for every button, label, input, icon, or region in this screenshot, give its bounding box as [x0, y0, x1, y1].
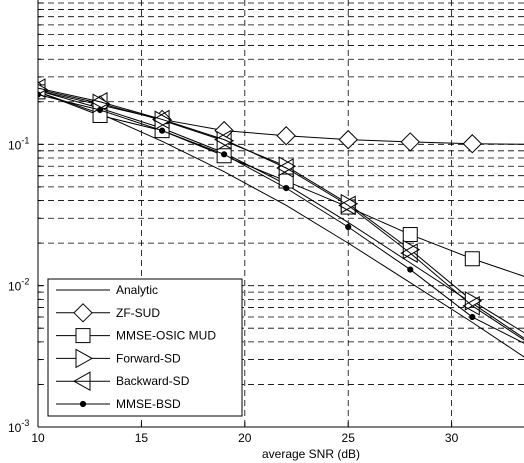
y-tick-exponent: -1: [21, 135, 29, 145]
y-tick-base: 10: [8, 138, 22, 152]
y-tick-exponent: -3: [21, 418, 29, 428]
legend-label: ZF-SUD: [116, 306, 160, 320]
legend-box: [47, 278, 243, 417]
data-point: [407, 266, 414, 273]
data-point: [152, 109, 170, 130]
data-point: [338, 195, 356, 216]
data-point: [345, 223, 352, 231]
legend-label: MMSE-OSIC MUD: [116, 329, 216, 343]
x-tick-label: 20: [238, 431, 252, 445]
legend-marker: [75, 348, 94, 369]
series-layer: [38, 78, 524, 358]
data-point: [276, 158, 294, 178]
data-point: [38, 78, 46, 98]
legend-label: Analytic: [116, 283, 158, 297]
data-point: [464, 291, 483, 311]
series-line: [38, 91, 524, 358]
data-point: [276, 126, 296, 146]
legend-label: Forward-SD: [116, 351, 181, 365]
x-tick-label: 15: [135, 431, 149, 445]
legend-entry: ZF-SUD: [56, 303, 160, 323]
data-point: [96, 106, 104, 114]
legend-marker: [72, 371, 91, 392]
x-tick-label: 25: [342, 431, 356, 445]
data-point: [462, 134, 483, 154]
y-tick-label: 10-3: [8, 418, 29, 435]
data-point: [462, 295, 480, 316]
data-point: [90, 91, 108, 112]
data-point: [464, 251, 480, 267]
data-point: [214, 129, 232, 150]
y-tick-base: 10: [8, 280, 22, 294]
data-point: [338, 129, 358, 150]
data-point: [278, 156, 297, 177]
x-tick-label: 30: [445, 431, 459, 445]
x-tick-label: 10: [31, 431, 45, 445]
data-point: [400, 243, 418, 263]
legend-marker: [75, 328, 91, 344]
x-axis-label: average SNR (dB): [262, 447, 360, 461]
y-tick-label: 10-2: [8, 277, 29, 294]
data-point: [402, 227, 418, 243]
data-point: [400, 132, 420, 152]
series-5: [38, 78, 524, 341]
series-line: [38, 87, 524, 341]
data-point: [158, 127, 166, 134]
data-point: [469, 313, 476, 321]
legend-entry: MMSE-OSIC MUD: [56, 328, 216, 344]
data-point: [221, 151, 228, 158]
legend-marker: [73, 303, 93, 323]
y-tick-label: 10-1: [8, 135, 29, 152]
y-tick-exponent: -2: [21, 277, 29, 287]
legend-entry: MMSE-BSD: [56, 397, 181, 411]
series-3: [38, 84, 524, 277]
legend-label: MMSE-BSD: [116, 397, 181, 411]
series-6: [38, 91, 524, 344]
legend: Analytic ZF-SUD MMSE-OSIC MUD Forward-SD Bac…: [47, 278, 243, 417]
y-tick-base: 10: [8, 421, 22, 435]
data-point: [283, 185, 290, 192]
legend-marker: [79, 400, 87, 408]
legend-entry: Backward-SD: [56, 371, 190, 392]
legend-entry: Analytic: [56, 283, 158, 297]
series-0: [38, 91, 524, 358]
legend-label: Backward-SD: [116, 374, 190, 388]
legend-entry: Forward-SD: [56, 348, 181, 369]
